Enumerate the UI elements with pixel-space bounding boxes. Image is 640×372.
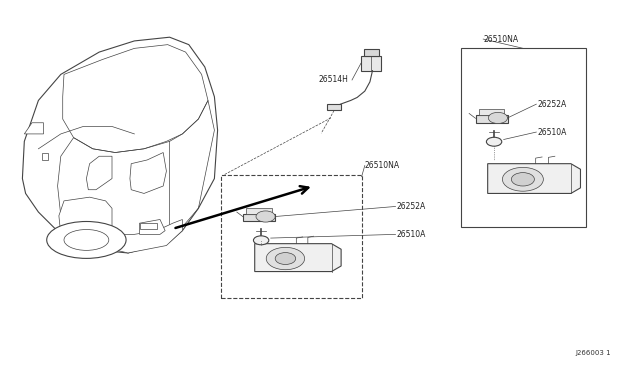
- Text: 26510A: 26510A: [397, 230, 426, 239]
- Text: 26252A: 26252A: [397, 202, 426, 211]
- Polygon shape: [86, 156, 112, 190]
- Polygon shape: [63, 45, 208, 153]
- Circle shape: [256, 211, 275, 222]
- Ellipse shape: [47, 221, 126, 259]
- Polygon shape: [22, 37, 218, 253]
- Polygon shape: [255, 244, 341, 272]
- Bar: [246, 208, 272, 214]
- Text: 26510NA: 26510NA: [365, 161, 400, 170]
- Polygon shape: [130, 153, 166, 193]
- Text: 26514H: 26514H: [319, 76, 349, 84]
- Circle shape: [275, 253, 296, 264]
- Bar: [327, 104, 341, 110]
- Circle shape: [486, 137, 502, 146]
- Bar: [479, 109, 504, 115]
- Circle shape: [502, 167, 543, 191]
- Circle shape: [266, 247, 305, 270]
- Polygon shape: [109, 219, 182, 253]
- Circle shape: [511, 173, 534, 186]
- Text: 26252A: 26252A: [538, 100, 567, 109]
- Bar: [361, 56, 381, 71]
- Circle shape: [253, 236, 269, 245]
- Polygon shape: [140, 219, 165, 234]
- Circle shape: [488, 112, 508, 124]
- Text: J266003 1: J266003 1: [575, 350, 611, 356]
- Bar: [364, 49, 379, 56]
- Bar: [243, 214, 275, 221]
- Bar: [476, 115, 508, 123]
- Text: 26510NA: 26510NA: [483, 35, 518, 44]
- Text: 26510A: 26510A: [538, 128, 567, 137]
- Polygon shape: [140, 223, 157, 229]
- Polygon shape: [488, 164, 580, 193]
- Polygon shape: [59, 197, 112, 249]
- Polygon shape: [24, 123, 44, 134]
- Polygon shape: [42, 153, 48, 160]
- Polygon shape: [461, 48, 586, 227]
